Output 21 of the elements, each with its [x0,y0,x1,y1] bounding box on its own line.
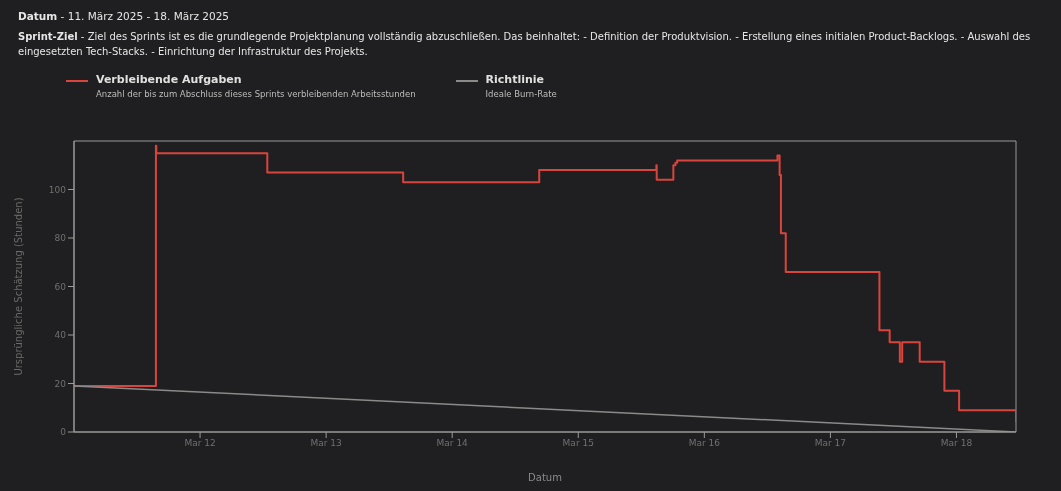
chart-subtitle: Sprint-Ziel - Ziel des Sprints ist es die grundlegende Projektplanung vollständig abzuschließen. Das beinhaltet: - Definition der Produktvision. - Erstellung eines initialen Product-Backlogs. - Auswahl des eingesetzten Tech-Stacks. - Einrichtung der Infrastruktur des Projekts. [18,30,1032,59]
x-axis-title: Datum [528,472,562,483]
text: Ideale Burn-Rate [485,89,557,99]
x-tick-label: Mar 17 [814,438,847,449]
x-tick-label: Mar 16 [688,438,721,449]
x-tick-label: Mar 14 [436,438,469,449]
y-tick-label: 100 [48,184,67,195]
y-tick-label: 0 [60,427,67,438]
legend-label: Richtlinie [485,73,546,86]
y-tick-label: 40 [54,330,67,341]
text: Anzahl der bis zum Abschluss dieses Sprints verbleibenden Arbeitsstunden [96,89,416,99]
y-axis-title: Ursprüngliche Schätzung (Stunden) [12,197,24,376]
x-tick-label: Mar 12 [184,438,216,449]
y-tick-label: 60 [54,281,67,292]
x-tick-label: Mar 13 [310,438,342,449]
x-tick-label: Mar 15 [562,438,594,449]
y-tick-label: 20 [54,378,67,389]
x-tick-label: Mar 18 [940,438,973,449]
y-tick-label: 80 [54,233,67,244]
chart-title: Datum - 11. März 2025 - 18. März 2025 [18,10,230,22]
legend-label: Verbleibende Aufgaben [96,73,243,86]
